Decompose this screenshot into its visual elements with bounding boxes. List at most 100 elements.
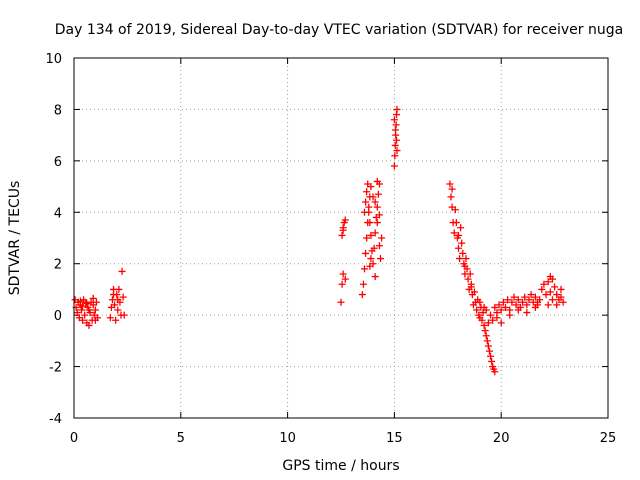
- data-point: [446, 180, 454, 188]
- data-point: [531, 293, 539, 301]
- data-point: [367, 255, 375, 263]
- data-point: [358, 291, 366, 299]
- data-point: [542, 291, 550, 299]
- data-point: [510, 293, 518, 301]
- data-point: [482, 332, 490, 340]
- data-point: [521, 293, 529, 301]
- data-point: [489, 316, 497, 324]
- data-point: [362, 249, 370, 257]
- x-tick-label: 10: [279, 431, 296, 446]
- data-point: [114, 296, 122, 304]
- data-point: [85, 321, 93, 329]
- data-point: [112, 316, 120, 324]
- data-point: [480, 303, 488, 311]
- data-point: [339, 270, 347, 278]
- data-point: [360, 265, 368, 273]
- data-point: [362, 198, 370, 206]
- data-point: [480, 321, 488, 329]
- data-point: [508, 298, 516, 306]
- data-point: [373, 203, 381, 211]
- data-point: [531, 303, 539, 311]
- data-point: [337, 298, 345, 306]
- data-point: [527, 291, 535, 299]
- data-point: [79, 316, 87, 324]
- data-point: [338, 231, 346, 239]
- data-point: [484, 319, 492, 327]
- data-point: [454, 231, 462, 239]
- data-point: [548, 275, 556, 283]
- y-tick-label: 6: [54, 155, 62, 170]
- data-point: [450, 229, 458, 237]
- data-point: [487, 311, 495, 319]
- data-point: [390, 116, 398, 124]
- data-point: [514, 306, 522, 314]
- data-point: [371, 273, 379, 281]
- data-point: [393, 136, 401, 144]
- data-point: [461, 262, 469, 270]
- data-point: [110, 291, 118, 299]
- data-point: [363, 188, 371, 196]
- data-point: [491, 303, 499, 311]
- grid-layer: [74, 58, 608, 418]
- data-point: [83, 300, 91, 308]
- data-point: [115, 285, 123, 293]
- data-point: [523, 301, 531, 309]
- x-tick-label: 25: [600, 431, 617, 446]
- y-tick-label: 4: [54, 206, 62, 221]
- x-axis-label: GPS time / hours: [282, 458, 399, 474]
- data-point: [466, 270, 474, 278]
- data-point: [499, 298, 507, 306]
- plot-frame: [73, 57, 609, 419]
- data-points: [71, 105, 567, 376]
- data-point: [92, 298, 100, 306]
- data-point: [375, 242, 383, 250]
- data-point: [393, 147, 401, 155]
- data-point: [557, 285, 565, 293]
- data-point: [391, 126, 399, 134]
- data-point: [451, 206, 459, 214]
- data-point: [488, 357, 496, 365]
- data-point: [497, 306, 505, 314]
- data-point: [478, 316, 486, 324]
- data-point: [481, 327, 489, 335]
- y-axis-label: SDTVAR / TECUs: [7, 181, 23, 296]
- data-point: [391, 152, 399, 160]
- data-point: [458, 239, 466, 247]
- data-point: [73, 309, 81, 317]
- data-point: [525, 296, 533, 304]
- data-point: [484, 342, 492, 350]
- data-point: [447, 193, 455, 201]
- data-point: [544, 301, 552, 309]
- data-point: [360, 208, 368, 216]
- y-tick-label: -4: [49, 412, 62, 427]
- data-point: [523, 309, 531, 317]
- data-point: [501, 303, 509, 311]
- x-tick-label: 0: [70, 431, 78, 446]
- data-point: [459, 249, 467, 257]
- data-point: [120, 311, 128, 319]
- data-point: [365, 203, 373, 211]
- data-point: [114, 306, 122, 314]
- data-point: [464, 275, 472, 283]
- data-point: [338, 280, 346, 288]
- data-point: [534, 298, 542, 306]
- data-point: [91, 306, 99, 314]
- y-tick-label: 10: [45, 52, 62, 67]
- data-point: [454, 244, 462, 252]
- data-point: [548, 296, 556, 304]
- data-point: [339, 226, 347, 234]
- data-point: [393, 105, 401, 113]
- data-point: [551, 283, 559, 291]
- data-point: [373, 219, 381, 227]
- data-point: [91, 316, 99, 324]
- data-point: [369, 193, 377, 201]
- tick-layer: 0 5 10 15 20 25 -4 -2 0 2 4 6 8 10: [45, 52, 616, 446]
- data-point: [374, 190, 382, 198]
- data-point: [471, 288, 478, 296]
- data-point: [485, 347, 493, 355]
- data-point: [370, 244, 378, 252]
- y-tick-label: -2: [49, 361, 62, 376]
- data-point: [367, 231, 375, 239]
- data-point: [89, 294, 97, 302]
- data-point: [118, 267, 126, 275]
